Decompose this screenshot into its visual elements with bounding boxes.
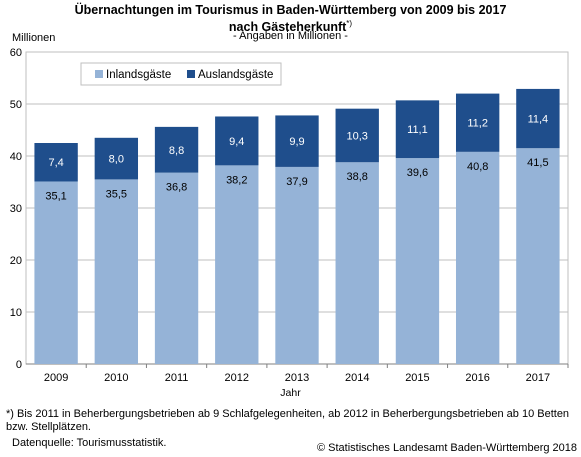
x-tick-label: 2013 xyxy=(285,372,309,384)
bar-auslandsgaeste xyxy=(335,108,379,163)
bar-inlandsgaeste xyxy=(335,162,379,364)
y-axis-unit-label: Millionen xyxy=(12,32,56,44)
data-label-auslandsgaeste: 10,3 xyxy=(347,130,368,142)
x-tick-label: 2009 xyxy=(44,372,68,384)
y-tick-label: 30 xyxy=(10,203,22,215)
y-tick-label: 0 xyxy=(16,359,22,371)
y-tick-label: 20 xyxy=(10,255,22,267)
data-label-inlandsgaeste: 40,8 xyxy=(467,161,488,173)
data-label-auslandsgaeste: 11,4 xyxy=(528,114,549,126)
data-label-auslandsgaeste: 9,9 xyxy=(289,136,304,148)
data-label-auslandsgaeste: 9,4 xyxy=(229,136,244,148)
data-label-auslandsgaeste: 11,2 xyxy=(467,118,488,130)
x-tick-label: 2017 xyxy=(526,372,550,384)
bar-auslandsgaeste xyxy=(94,137,139,180)
bar-auslandsgaeste xyxy=(275,115,319,167)
stacked-bar-chart: 0 10 20 30 40 50 60 35,1 7,4 35,5 8,0 36,8 8,8 38,2 9… xyxy=(10,47,569,384)
footnote-mark: *) xyxy=(346,19,353,28)
y-tick-label: 50 xyxy=(10,99,22,111)
bars: 35,1 7,4 35,5 8,0 36,8 8,8 38,2 9,4 37,9 9,9 38,8 1… xyxy=(34,88,560,364)
data-label-auslandsgaeste: 8,8 xyxy=(169,145,184,157)
data-label-inlandsgaeste: 41,5 xyxy=(527,157,548,169)
bar-auslandsgaeste xyxy=(395,100,440,159)
y-tick-label: 40 xyxy=(10,151,22,163)
data-label-inlandsgaeste: 38,2 xyxy=(226,174,247,186)
data-label-inlandsgaeste: 37,9 xyxy=(286,176,307,188)
bar-auslandsgaeste xyxy=(34,143,78,182)
x-tick-label: 2010 xyxy=(104,372,128,384)
bar-inlandsgaeste xyxy=(455,151,500,364)
x-tick-label: 2016 xyxy=(465,372,489,384)
legend-box xyxy=(80,62,282,86)
x-axis-ticks: 2009 2010 2011 2012 2013 2014 2015 2016 2017 xyxy=(44,364,569,384)
bar-auslandsgaeste xyxy=(215,116,259,166)
data-label-inlandsgaeste: 35,5 xyxy=(106,188,127,200)
bar-auslandsgaeste xyxy=(154,126,199,173)
bar-inlandsgaeste xyxy=(275,166,319,364)
footnote: *) Bis 2011 in Beherbergungsbetrieben ab… xyxy=(6,408,570,433)
x-tick-label: 2015 xyxy=(405,372,429,384)
y-axis-ticks: 0 10 20 30 40 50 60 xyxy=(10,47,22,371)
bar-auslandsgaeste xyxy=(516,88,560,149)
data-label-inlandsgaeste: 38,8 xyxy=(347,171,368,183)
bar-inlandsgaeste xyxy=(154,172,199,364)
data-label-inlandsgaeste: 36,8 xyxy=(166,182,187,194)
legend-swatch-auslandsgaeste xyxy=(187,70,195,78)
legend: Inlandsgäste Auslandsgäste xyxy=(80,62,282,86)
legend-label-auslandsgaeste: Auslandsgäste xyxy=(198,69,273,81)
data-source: Datenquelle: Tourismusstatistik. xyxy=(12,437,167,449)
legend-label-inlandsgaeste: Inlandsgäste xyxy=(106,69,171,81)
bar-inlandsgaeste xyxy=(94,179,139,364)
chart-subtitle: - Angaben in Millionen - xyxy=(233,30,348,42)
data-label-inlandsgaeste: 35,1 xyxy=(45,190,66,202)
data-label-inlandsgaeste: 39,6 xyxy=(407,167,428,179)
x-tick-label: 2014 xyxy=(345,372,369,384)
data-label-auslandsgaeste: 11,1 xyxy=(407,124,428,136)
chart-title: Übernachtungen im Tourismus in Baden-Wür… xyxy=(0,3,581,17)
bar-inlandsgaeste xyxy=(215,165,259,364)
legend-swatch-inlandsgaeste xyxy=(95,70,103,78)
bar-inlandsgaeste xyxy=(34,181,78,364)
chart-title-line1: Übernachtungen im Tourismus in Baden-Wür… xyxy=(74,3,507,17)
x-tick-label: 2012 xyxy=(225,372,249,384)
y-tick-label: 60 xyxy=(10,47,22,59)
chart-title-line2: nach Gästeherkunft xyxy=(228,20,347,35)
x-axis-label: Jahr xyxy=(280,387,301,399)
data-label-auslandsgaeste: 8,0 xyxy=(109,154,124,166)
bar-inlandsgaeste xyxy=(516,148,560,364)
y-tick-label: 10 xyxy=(10,307,22,319)
bar-auslandsgaeste xyxy=(455,93,500,152)
x-tick-label: 2011 xyxy=(165,372,189,384)
bar-inlandsgaeste xyxy=(395,158,440,364)
copyright: © Statistisches Landesamt Baden-Württemb… xyxy=(316,442,577,454)
data-label-auslandsgaeste: 7,4 xyxy=(48,157,63,169)
chart-title-continued: nach Gästeherkunft*) xyxy=(0,17,581,34)
